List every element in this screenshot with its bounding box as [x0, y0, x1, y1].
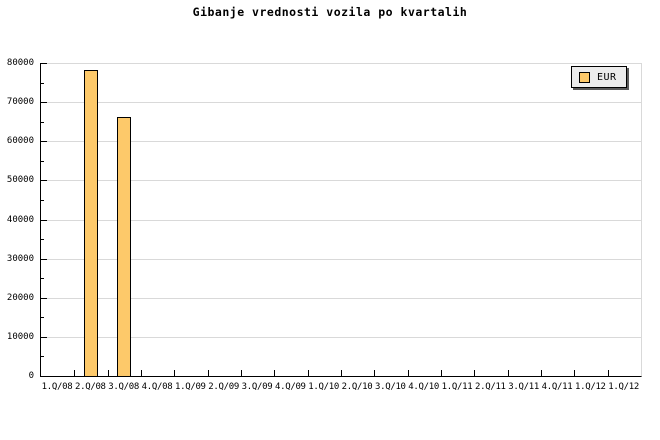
x-axis-tick — [474, 370, 475, 376]
x-axis-label: 1.Q/08 — [41, 382, 73, 392]
x-axis-tick — [508, 370, 509, 376]
y-axis-label: 0 — [28, 371, 34, 381]
y-axis-label: 60000 — [6, 136, 34, 147]
y-axis-major-tick — [41, 102, 47, 103]
x-axis-label: 2.Q/11 — [474, 382, 506, 392]
gridline — [41, 220, 641, 221]
y-axis-major-tick — [41, 141, 47, 142]
x-axis-tick — [308, 370, 309, 376]
y-axis-minor-tick — [41, 161, 44, 162]
y-axis-major-tick — [41, 180, 47, 181]
x-axis-label: 3.Q/09 — [241, 382, 273, 392]
x-axis-label: 2.Q/09 — [208, 382, 240, 392]
gridline — [41, 337, 641, 338]
x-axis-label: 3.Q/10 — [374, 382, 406, 392]
x-axis-tick — [341, 370, 342, 376]
legend-label: EUR — [597, 71, 617, 83]
y-axis-label: 50000 — [6, 175, 34, 186]
x-axis-tick — [441, 370, 442, 376]
x-axis-label: 1.Q/11 — [441, 382, 473, 392]
x-axis-label: 4.Q/09 — [274, 382, 306, 392]
bar-2.Q/08 — [84, 70, 98, 376]
x-axis-label: 2.Q/10 — [341, 382, 373, 392]
x-axis-tick — [574, 370, 575, 376]
y-axis-label: 40000 — [6, 214, 34, 225]
y-axis-major-tick — [41, 298, 47, 299]
x-axis-tick — [141, 370, 142, 376]
chart-title: Gibanje vrednosti vozila po kvartalih — [192, 5, 468, 19]
gridline — [41, 298, 641, 299]
y-axis-minor-tick — [41, 122, 44, 123]
x-axis-label: 2.Q/08 — [74, 382, 106, 392]
y-axis-major-tick — [41, 259, 47, 260]
x-axis-tick — [208, 370, 209, 376]
x-axis-label: 1.Q/12 — [574, 382, 606, 392]
x-axis-tick — [408, 370, 409, 376]
y-axis-minor-tick — [41, 356, 44, 357]
x-axis-label: 3.Q/11 — [508, 382, 540, 392]
y-axis-major-tick — [41, 337, 47, 338]
legend: EUR — [571, 66, 627, 88]
x-axis-tick — [374, 370, 375, 376]
x-axis-tick — [274, 370, 275, 376]
y-axis-minor-tick — [41, 239, 44, 240]
y-axis-major-tick — [41, 220, 47, 221]
x-axis-tick — [174, 370, 175, 376]
gridline — [41, 180, 641, 181]
x-axis-tick — [241, 370, 242, 376]
x-axis-tick — [74, 370, 75, 376]
x-axis-label: 4.Q/08 — [141, 382, 173, 392]
x-axis-label: 1.Q/09 — [174, 382, 206, 392]
y-axis-minor-tick — [41, 317, 44, 318]
x-axis-label: 4.Q/11 — [541, 382, 573, 392]
gridline — [41, 141, 641, 142]
y-axis-label: 80000 — [6, 58, 34, 68]
y-axis-minor-tick — [41, 83, 44, 84]
gridline — [41, 63, 641, 64]
gridline — [41, 259, 641, 260]
x-axis-label: 1.Q/10 — [308, 382, 340, 392]
x-axis-label: 3.Q/08 — [108, 382, 140, 392]
x-axis-tick — [541, 370, 542, 376]
gridline — [41, 102, 641, 103]
x-axis-tick — [608, 370, 609, 376]
plot-area — [40, 63, 642, 377]
x-axis-label: 1.Q/12 — [608, 382, 640, 392]
y-axis-major-tick — [41, 63, 47, 64]
legend-swatch-icon — [579, 71, 590, 83]
y-axis-label: 30000 — [6, 253, 34, 264]
y-axis-label: 20000 — [6, 292, 34, 303]
y-axis-label: 70000 — [6, 97, 34, 108]
x-axis-tick — [108, 370, 109, 376]
y-axis-minor-tick — [41, 278, 44, 279]
y-axis-label: 10000 — [6, 331, 34, 342]
bar-3.Q/08 — [117, 117, 131, 376]
y-axis-minor-tick — [41, 200, 44, 201]
x-axis-label: 4.Q/10 — [408, 382, 440, 392]
